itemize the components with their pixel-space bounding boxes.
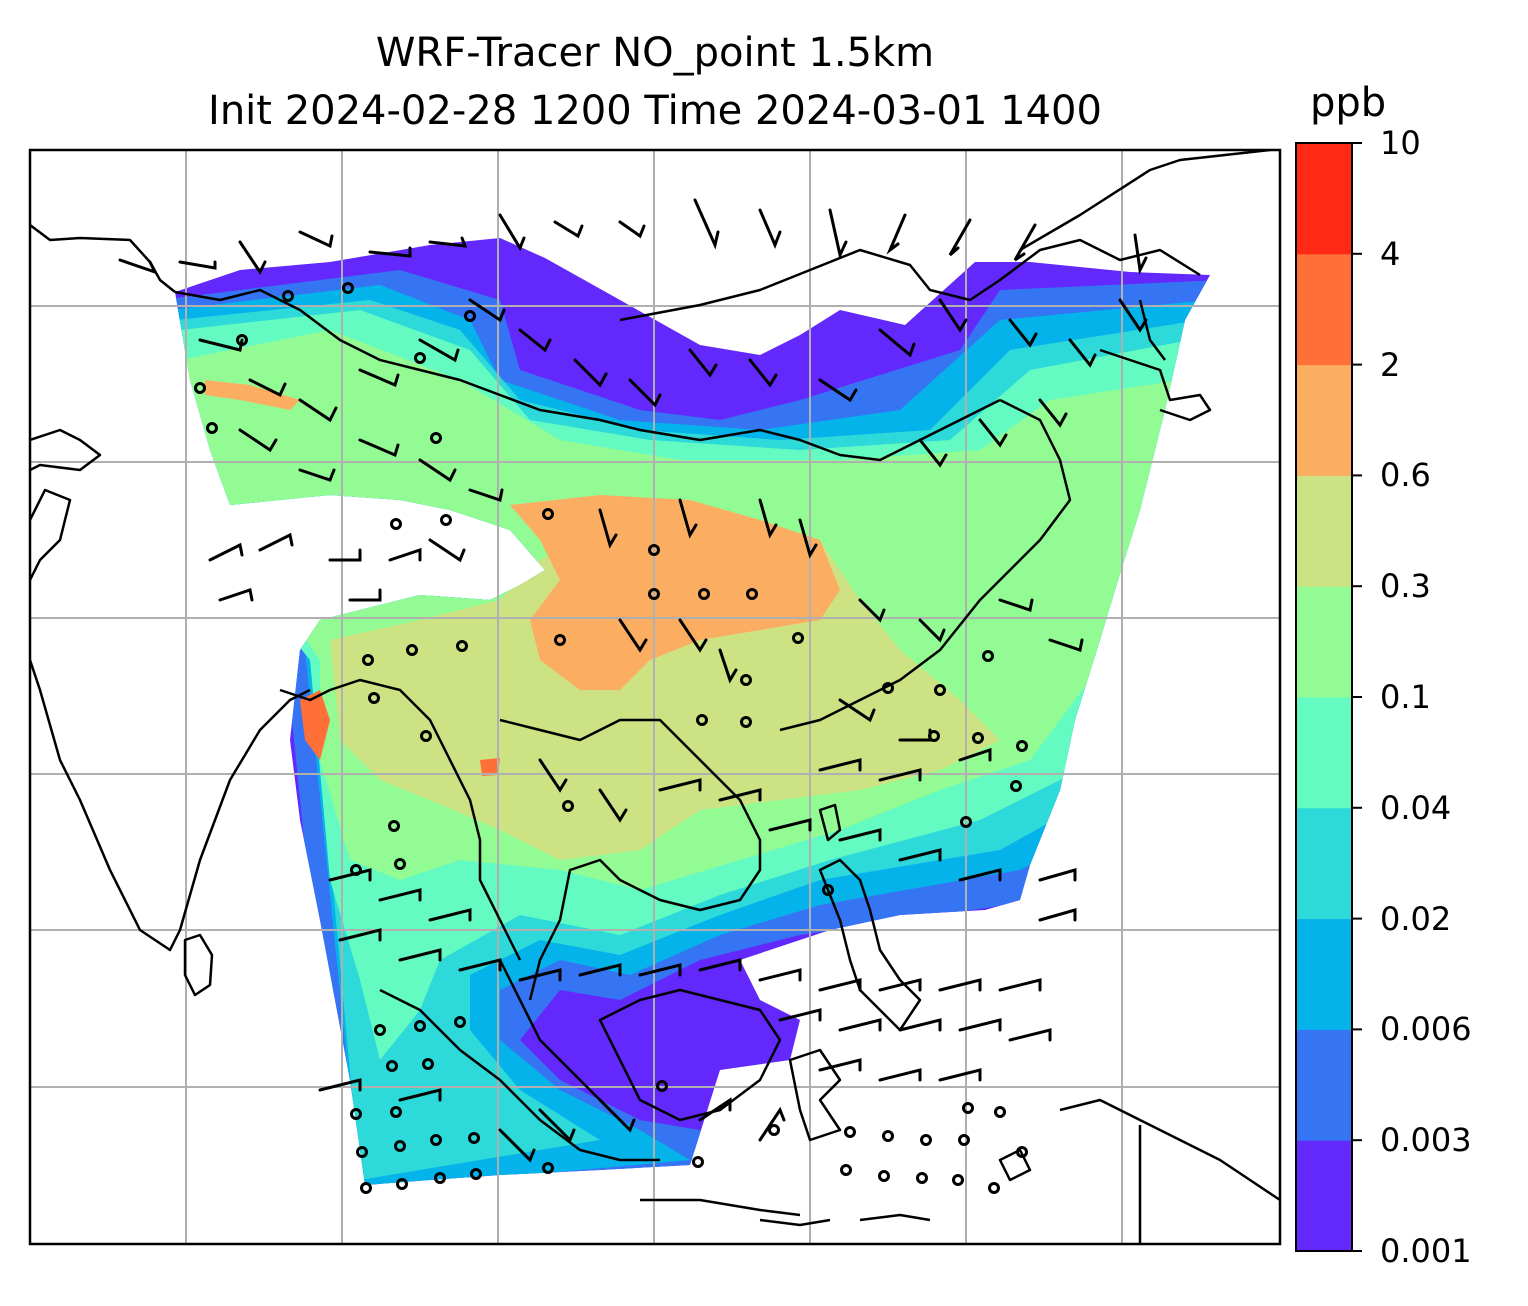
field-band-2-west — [300, 690, 330, 760]
field-band-0.6 — [510, 495, 840, 690]
coast-borneo — [598, 988, 782, 1122]
coast-sri-lanka — [183, 933, 214, 997]
coast-korea-japan — [1099, 299, 1212, 422]
coast-mongolia — [619, 238, 1201, 322]
coast-india — [30, 224, 311, 952]
colorbar-segment — [1296, 475, 1352, 587]
coast-taiwan — [818, 803, 842, 842]
colorbar-tick-label: 0.3 — [1380, 567, 1431, 606]
colorbar-frame — [1295, 142, 1353, 1252]
coast-islands-east — [759, 1148, 1032, 1227]
colorbar-segment — [1296, 586, 1352, 698]
colorbar-tick-label: 0.003 — [1380, 1121, 1472, 1160]
colorbar-segment — [1296, 143, 1352, 255]
colorbar-segment — [1296, 1029, 1352, 1141]
colorbar-tick-label: 4 — [1380, 234, 1401, 273]
colorbar-segment — [1296, 253, 1352, 366]
coast-new-guinea — [1059, 1098, 1280, 1244]
coast-indochina — [499, 718, 762, 1001]
coast-sumatra — [379, 988, 660, 1162]
field-band-2-hotspot — [480, 758, 500, 776]
colorbar — [1296, 142, 1362, 1252]
calm-wind-circles — [194, 282, 1028, 1194]
colorbar-tick-label: 0.02 — [1380, 899, 1452, 938]
title-line-1: WRF-Tracer NO_point 1.5km — [375, 30, 935, 76]
coast-sulawesi — [788, 1048, 842, 1142]
coast-philippines — [818, 858, 922, 1032]
coast-china-east — [779, 398, 1072, 732]
colorbar-tick-label: 0.001 — [1380, 1232, 1472, 1270]
colorbar-segment — [1296, 1140, 1352, 1252]
coastlines — [30, 150, 1280, 1244]
colorbar-tick-label: 0.1 — [1380, 678, 1431, 716]
tracer-field — [175, 238, 1210, 1185]
title-line-2: Init 2024-02-28 1200 Time 2024-03-01 140… — [208, 88, 1102, 134]
colorbar-tick-label: 0.6 — [1380, 456, 1431, 495]
colorbar-tick-label: 0.006 — [1380, 1010, 1472, 1049]
field-band-0.6-west — [205, 380, 300, 410]
colorbar-segment — [1296, 697, 1352, 809]
gridlines — [30, 150, 1280, 1244]
coast-java — [640, 1198, 801, 1217]
colorbar-segment — [1296, 364, 1352, 476]
colorbar-segment — [1296, 918, 1352, 1030]
colorbar-tick-label: 2 — [1380, 345, 1401, 384]
coast-malay-peninsula — [498, 959, 601, 1101]
coast-himalaya-border — [174, 288, 1001, 462]
map-frame — [28, 148, 1282, 1246]
coast-bay-of-bengal — [279, 678, 522, 961]
colorbar-unit-label: ppb — [1310, 80, 1387, 126]
coast-russia-north — [1019, 150, 1271, 252]
colorbar-tick-label: 10 — [1380, 124, 1421, 162]
colorbar-tick-label: 0.04 — [1380, 788, 1452, 827]
colorbar-segment — [1296, 807, 1352, 920]
